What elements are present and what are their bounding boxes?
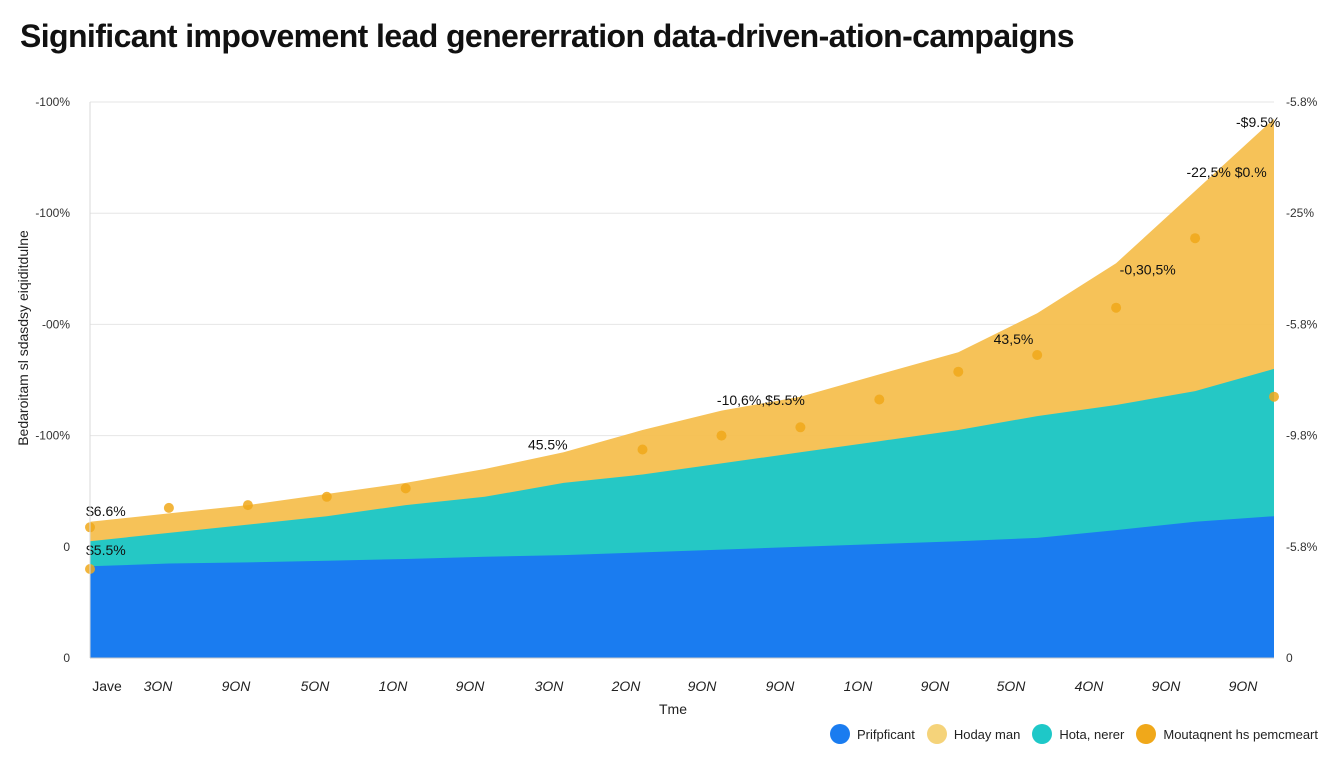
x-axis-label: Tme bbox=[659, 701, 687, 717]
chart-title: Significant impovement lead genererratio… bbox=[20, 18, 1075, 54]
marker-point-6 bbox=[400, 483, 411, 494]
marker-point-3 bbox=[163, 502, 174, 513]
x-tick-15: 9ON bbox=[1152, 678, 1182, 694]
x-tick-11: 1ON bbox=[844, 678, 874, 694]
x-tick-16: 9ON bbox=[1229, 678, 1259, 694]
x-tick-1: Jave bbox=[92, 678, 122, 694]
legend-swatch-4 bbox=[1136, 724, 1157, 744]
legend-item-3[interactable]: Hota, nerer bbox=[1032, 724, 1124, 744]
x-tick-2: 3ON bbox=[144, 678, 174, 694]
x-tick-14: 4ON bbox=[1075, 678, 1105, 694]
y-tick-left-4: -100% bbox=[35, 429, 70, 443]
legend-item-4[interactable]: Moutaqnent hs pemcmeart bbox=[1136, 724, 1318, 744]
y-tick-right-3: -5.8% bbox=[1286, 317, 1318, 331]
axes: -100% -5.8% -100% -25% -00% -5.8% -100% -9.8% 0 -… bbox=[15, 95, 1318, 717]
x-tick-4: 5ON bbox=[301, 678, 331, 694]
y-tick-right-1: -5.8% bbox=[1286, 95, 1318, 109]
legend-label-1: Prifpficant bbox=[857, 726, 915, 742]
legend-label-3: Hota, nerer bbox=[1059, 726, 1125, 742]
legend-label-2: Hoday man bbox=[953, 726, 1021, 742]
data-markers bbox=[85, 233, 1279, 574]
marker-point-13 bbox=[1111, 302, 1122, 313]
data-label-1: $6.6% bbox=[86, 503, 126, 519]
data-label-7: -22,5% $0.% bbox=[1187, 164, 1267, 180]
legend-item-1[interactable]: Prifpficant bbox=[830, 724, 915, 744]
x-tick-13: 5ON bbox=[997, 678, 1027, 694]
legend-label-4: Moutaqnent hs pemcmeart bbox=[1163, 726, 1318, 742]
marker-point-10 bbox=[874, 394, 885, 405]
area-series bbox=[90, 118, 1274, 658]
x-tick-12: 9ON bbox=[921, 678, 951, 694]
x-tick-8: 2ON bbox=[611, 678, 642, 694]
y-tick-left-6: 0 bbox=[63, 651, 70, 665]
y-tick-right-4: -9.8% bbox=[1286, 429, 1318, 443]
x-tick-9: 9ON bbox=[688, 678, 718, 694]
y-tick-left-1: -100% bbox=[35, 95, 70, 109]
legend-swatch-1 bbox=[830, 724, 851, 744]
data-labels: $6.6% $5.5% 45.5% -10,6%,$5.5% 43,5% -0,30,5%… bbox=[86, 114, 1280, 558]
data-label-5: 43,5% bbox=[994, 331, 1034, 347]
y-tick-left-2: -100% bbox=[35, 206, 70, 220]
x-tick-3: 9ON bbox=[222, 678, 252, 694]
y-tick-left-5: 0 bbox=[63, 540, 70, 554]
legend: Prifpficant Hoday man Hota, nerer Moutaq… bbox=[818, 724, 1318, 744]
y-tick-right-6: 0 bbox=[1286, 651, 1293, 665]
x-tick-10: 9ON bbox=[766, 678, 796, 694]
marker-point-12 bbox=[1032, 350, 1043, 360]
data-label-6: -0,30,5% bbox=[1120, 261, 1176, 277]
y-tick-left-3: -00% bbox=[42, 317, 70, 331]
data-label-2: $5.5% bbox=[86, 542, 126, 558]
x-tick-6: 9ON bbox=[456, 678, 486, 694]
x-tick-5: 1ON bbox=[379, 678, 409, 694]
marker-point-5 bbox=[321, 491, 332, 502]
y-axis-label: Bedaroitam sl sdasdsy eiqiditdulne bbox=[15, 230, 31, 446]
data-label-8: -$9.5% bbox=[1236, 114, 1280, 130]
legend-item-2[interactable]: Hoday man bbox=[926, 724, 1021, 744]
legend-swatch-2 bbox=[926, 724, 947, 744]
area-prifpficant bbox=[90, 516, 1274, 658]
marker-point-8 bbox=[716, 430, 727, 441]
marker-point-15 bbox=[1269, 391, 1279, 402]
marker-point-11 bbox=[953, 366, 964, 377]
legend-swatch-3 bbox=[1032, 724, 1053, 744]
y-tick-right-2: -25% bbox=[1286, 206, 1314, 220]
data-label-3: 45.5% bbox=[528, 437, 568, 453]
marker-point-9 bbox=[795, 422, 806, 433]
marker-point-7 bbox=[637, 444, 648, 455]
marker-point-14 bbox=[1190, 233, 1201, 244]
x-tick-7: 3ON bbox=[535, 678, 565, 694]
marker-point-4 bbox=[242, 500, 253, 511]
y-tick-right-5: -5.8% bbox=[1286, 540, 1318, 554]
data-label-4: -10,6%,$5.5% bbox=[717, 392, 805, 408]
